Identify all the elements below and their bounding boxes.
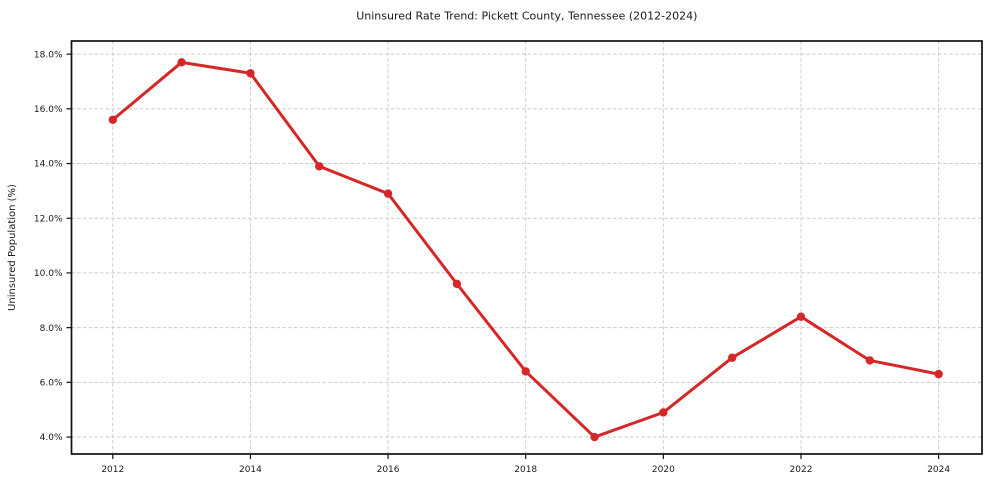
data-point-2022 bbox=[796, 312, 806, 321]
y-tick-label: 6.0% bbox=[40, 379, 63, 389]
data-point-2015 bbox=[315, 162, 324, 171]
data-point-2024 bbox=[934, 369, 943, 379]
data-point-2018 bbox=[521, 367, 530, 376]
tick-marks bbox=[66, 53, 940, 459]
x-tick-label: 2012 bbox=[101, 465, 124, 475]
y-tick-label: 16.0% bbox=[34, 105, 63, 115]
data-point-2019 bbox=[590, 432, 599, 442]
y-tick-label: 18.0% bbox=[34, 50, 63, 60]
x-tick-label: 2016 bbox=[377, 465, 400, 475]
data-point-2016 bbox=[383, 189, 393, 198]
x-tick-label: 2024 bbox=[927, 465, 950, 475]
data-point-2023 bbox=[865, 356, 875, 365]
y-tick-label: 4.0% bbox=[40, 433, 63, 443]
gridlines bbox=[71, 41, 982, 454]
x-tick-label: 2022 bbox=[790, 465, 813, 475]
y-tick-label: 14.0% bbox=[34, 160, 63, 170]
y-tick-label: 8.0% bbox=[40, 324, 63, 334]
data-point-2021 bbox=[727, 353, 737, 362]
x-tick-label: 2014 bbox=[239, 465, 262, 475]
data-point-2020 bbox=[659, 408, 668, 417]
chart-title: Uninsured Rate Trend: Pickett County, Te… bbox=[356, 10, 697, 23]
y-axis-label: Uninsured Population (%) bbox=[7, 184, 18, 311]
data-point-2012 bbox=[108, 115, 117, 124]
data-point-2013 bbox=[177, 58, 186, 67]
plot-border bbox=[70, 40, 983, 455]
data-point-2014 bbox=[246, 69, 255, 78]
x-tick-label: 2020 bbox=[652, 465, 675, 475]
axes-spine bbox=[70, 40, 983, 455]
x-tick-label: 2018 bbox=[514, 465, 537, 475]
y-tick-label: 10.0% bbox=[34, 269, 63, 279]
data-series bbox=[108, 58, 943, 442]
tick-labels: 2012 2014 2016 2018 2020 2022 2024 4.0% 6.0% 8.0%… bbox=[34, 50, 950, 475]
data-point-2017 bbox=[452, 279, 462, 289]
y-tick-label: 12.0% bbox=[34, 214, 63, 224]
